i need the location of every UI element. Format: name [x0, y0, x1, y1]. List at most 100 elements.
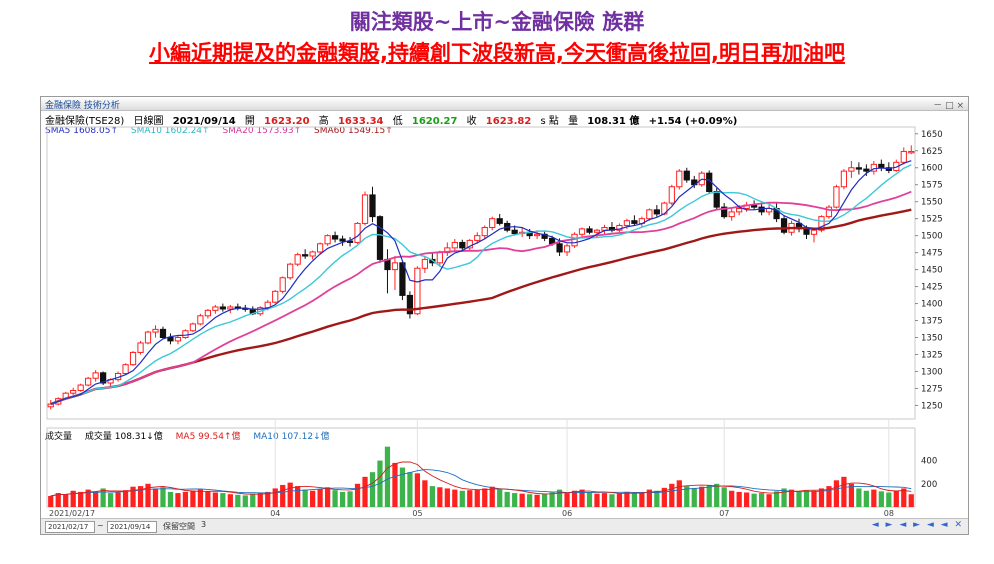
price-tick-label: 1625	[921, 147, 943, 157]
candle-body	[272, 290, 279, 303]
price-tick-label: 1375	[921, 317, 943, 327]
sma60-line	[50, 208, 912, 406]
sma20-legend[interactable]: SMA20 1573.93↑	[222, 126, 302, 136]
volume-bar	[459, 490, 465, 507]
volume-legend-value[interactable]: 成交量 108.31↓億	[84, 432, 163, 442]
volume-bar	[160, 487, 166, 507]
volume-bar	[242, 495, 248, 507]
volume-bar	[699, 486, 705, 507]
range-from-field[interactable]: 2021/02/17	[45, 521, 95, 533]
volume-bar	[856, 488, 862, 507]
candle-body	[309, 251, 316, 257]
candle-body	[346, 240, 354, 243]
candle-body	[317, 243, 324, 253]
quote-date: 2021/09/14	[172, 116, 236, 127]
volume-bar	[878, 491, 884, 507]
volume-bar	[654, 490, 660, 507]
volume-bar	[392, 462, 398, 507]
volume-bar	[107, 493, 114, 507]
volume-bar	[519, 493, 525, 507]
candle-body	[780, 218, 788, 233]
quote-period[interactable]: 日線圖	[133, 116, 164, 127]
volume-bar	[908, 494, 914, 507]
candle-body	[713, 191, 720, 208]
candle-body	[436, 252, 443, 264]
price-tick-label: 1425	[921, 283, 943, 293]
change-value: +1.54 (+0.09%)	[648, 116, 738, 127]
price-tick-label: 1300	[921, 367, 943, 377]
sma10-line	[50, 164, 912, 405]
volume-bar	[729, 490, 735, 507]
vol-ma10-legend[interactable]: MA10 107.12↓億	[253, 432, 330, 442]
volume-bar	[272, 488, 278, 507]
navigation-icons[interactable]: ◄ ► ◄ ► ◄ ◄ ✕	[871, 520, 964, 530]
headline-subtitle: 小編近期提及的金融類股,持續創下波段新高,今天衝高後拉回,明日再加油吧	[149, 41, 845, 65]
volume-value: 108.31 億	[587, 116, 640, 127]
candle-body	[736, 207, 743, 213]
volume-bar	[220, 493, 226, 507]
candle-body	[302, 254, 309, 257]
volume-bar	[706, 484, 712, 507]
x-tick-label: 08	[884, 509, 894, 518]
volume-bar	[339, 491, 346, 507]
volume-bar	[452, 489, 458, 507]
volume-bar	[871, 489, 877, 507]
volume-bar	[369, 472, 376, 507]
x-tick-label: 2021/02/17	[49, 509, 95, 518]
candle-body	[833, 186, 840, 208]
sma10-legend[interactable]: SMA10 1602.24↑	[130, 126, 210, 136]
candle-body	[219, 306, 226, 310]
candle-body	[870, 163, 877, 172]
volume-bar	[886, 492, 892, 507]
volume-bar	[893, 490, 899, 507]
volume-bar	[48, 495, 54, 507]
volume-bar	[669, 483, 675, 507]
price-tick-label: 1275	[921, 384, 943, 394]
volume-bar	[504, 491, 510, 507]
candle-body	[631, 220, 638, 224]
volume-bar	[324, 487, 331, 507]
candle-body	[855, 167, 862, 170]
candle-body	[421, 258, 428, 269]
volume-bar	[848, 483, 855, 507]
range-to-field[interactable]: 2021/09/14	[107, 521, 157, 533]
volume-bar	[773, 491, 780, 507]
window-controls[interactable]: － □ ×	[933, 101, 964, 111]
volume-bar	[841, 476, 847, 507]
x-tick-label: 04	[270, 509, 280, 518]
volume-bar	[100, 488, 106, 507]
keep-space-value[interactable]: 3	[201, 520, 207, 529]
volume-bar	[362, 476, 368, 507]
volume-bar	[227, 494, 233, 507]
sma5-legend[interactable]: SMA5 1608.05↑	[45, 126, 118, 136]
volume-bar	[811, 490, 817, 507]
volume-bar	[414, 473, 421, 507]
candle-body	[668, 186, 675, 204]
candle-body	[167, 337, 174, 342]
sma20-line	[50, 190, 912, 405]
window-tab-label[interactable]: 金融保險 技術分析	[45, 101, 120, 111]
candle-body	[803, 228, 810, 235]
candle-body	[908, 150, 915, 154]
vol-ma5-legend[interactable]: MA5 99.54↑億	[175, 432, 241, 442]
price-tick-label: 1400	[921, 300, 943, 310]
volume-bar	[758, 493, 765, 507]
volume-bar	[257, 493, 263, 507]
volume-bar	[489, 486, 495, 507]
candle-body	[399, 262, 406, 296]
sma5-line	[50, 160, 912, 405]
candle-body	[818, 216, 825, 231]
candle-body	[100, 372, 107, 384]
candlestick-chart[interactable]: 1250 1275 1300 1325 1350 1375 1400 1425 1450 1475…	[41, 97, 968, 518]
candle-body	[137, 342, 144, 353]
volume-bar	[676, 480, 682, 507]
candle-body	[331, 235, 339, 240]
price-tick-label: 1500	[921, 232, 943, 242]
price-tick-label: 1550	[921, 198, 943, 208]
candle-body	[279, 277, 286, 292]
sma60-legend[interactable]: SMA60 1549.15↑	[314, 126, 393, 136]
candle-body	[534, 233, 541, 237]
high-value: 1633.34	[337, 116, 384, 127]
open-value: 1623.20	[264, 116, 310, 127]
volume-bar	[85, 489, 91, 507]
